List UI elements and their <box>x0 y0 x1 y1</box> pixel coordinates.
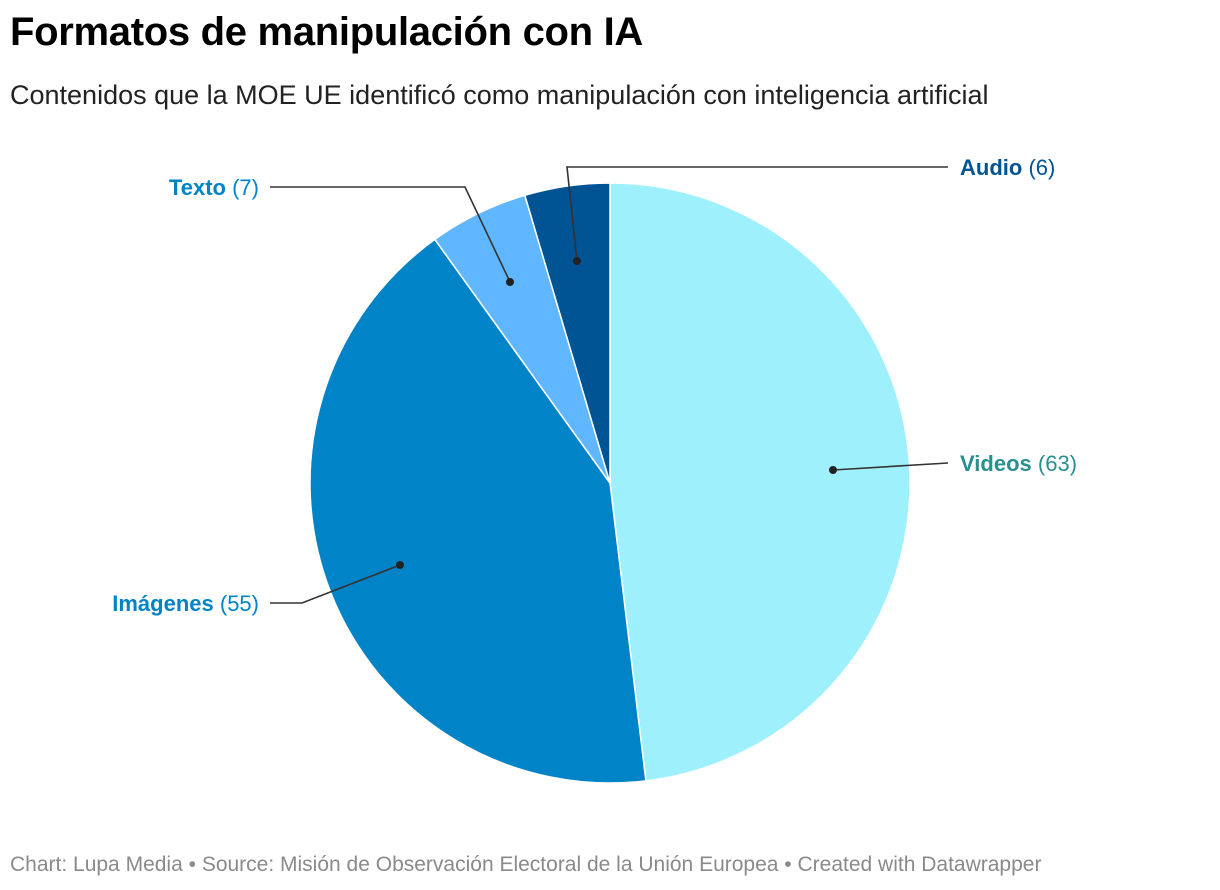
slice-label-videos: Videos (63) <box>960 451 1077 476</box>
pie-slice-videos[interactable] <box>609 182 911 782</box>
chart-footer: Chart: Lupa Media • Source: Misión de Ob… <box>10 853 1041 877</box>
leader-line-audio <box>566 166 948 262</box>
leader-line-videos <box>832 462 949 471</box>
slice-label-name: Audio <box>960 155 1022 180</box>
leader-dot-texto <box>506 278 514 286</box>
footer-separator: • <box>778 853 798 876</box>
slice-label-value: 6 <box>1036 155 1048 180</box>
slice-label-paren-open: ( <box>1032 451 1046 476</box>
footer-chart-credit: Chart: Lupa Media <box>10 853 183 876</box>
slice-label-paren-open: ( <box>214 591 228 616</box>
chart-subtitle: Contenidos que la MOE UE identificó como… <box>10 80 989 110</box>
leader-dot-audio <box>573 257 581 265</box>
slice-label-paren-close: ) <box>252 591 259 616</box>
pie-slice-audio[interactable] <box>523 182 611 484</box>
leader-line-texto <box>270 186 511 283</box>
leader-line-imagenes <box>270 564 401 604</box>
slice-label-value: 63 <box>1045 451 1069 476</box>
slice-label-value: 55 <box>227 591 251 616</box>
slice-label-paren-close: ) <box>1070 451 1077 476</box>
slice-label-value: 7 <box>239 175 251 200</box>
slice-label-name: Texto <box>169 175 226 200</box>
slice-label-name: Imágenes <box>112 591 214 616</box>
slice-label-name: Videos <box>960 451 1032 476</box>
footer-created-with: Created with Datawrapper <box>797 853 1042 876</box>
footer-source: Source: Misión de Observación Electoral … <box>201 853 779 876</box>
pie-chart: Videos (63)Imágenes (55)Texto (7)Audio (… <box>112 155 1077 784</box>
slice-label-imagenes: Imágenes (55) <box>112 591 259 616</box>
slice-label-paren-open: ( <box>226 175 240 200</box>
footer-separator: • <box>182 853 202 876</box>
slice-label-paren-open: ( <box>1022 155 1036 180</box>
slice-label-paren-close: ) <box>252 175 259 200</box>
leader-dot-videos <box>829 466 837 474</box>
slice-label-paren-close: ) <box>1048 155 1055 180</box>
slice-label-texto: Texto (7) <box>169 175 259 200</box>
slice-label-audio: Audio (6) <box>960 155 1055 180</box>
leader-dot-imagenes <box>396 561 404 569</box>
chart-title: Formatos de manipulación con IA <box>10 10 644 54</box>
